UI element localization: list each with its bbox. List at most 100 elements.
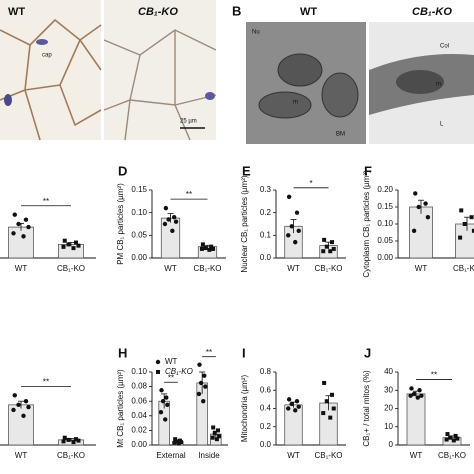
x-tick-label: WT bbox=[415, 264, 428, 273]
significance-label: ** bbox=[186, 190, 192, 199]
data-point bbox=[212, 431, 217, 436]
data-point bbox=[445, 432, 450, 437]
micrograph-ko bbox=[104, 0, 216, 140]
cell-borders bbox=[0, 18, 102, 141]
panel-label: I bbox=[242, 345, 246, 360]
mitochondrion bbox=[321, 72, 359, 118]
x-tick-label: WT bbox=[287, 264, 300, 273]
y-tick-label: 10 bbox=[384, 422, 393, 431]
data-point bbox=[200, 242, 205, 247]
legend-label: CB₁-KO bbox=[165, 367, 193, 376]
data-point bbox=[196, 391, 202, 397]
significance-label: ** bbox=[206, 348, 212, 357]
data-point bbox=[71, 440, 76, 445]
data-point bbox=[74, 240, 78, 245]
micrograph-wt bbox=[0, 0, 101, 140]
panel-a-title: CB₁-KO bbox=[138, 6, 178, 18]
y-tick-label: 0.04 bbox=[131, 411, 147, 420]
data-point bbox=[451, 438, 456, 443]
y-tick-label: 40 bbox=[384, 367, 393, 376]
y-axis-label: Cytoplasm CB₁ particles (µm²) bbox=[362, 170, 371, 278]
y-tick-label: 0.20 bbox=[377, 185, 393, 194]
y-tick-label: 0.1 bbox=[260, 230, 272, 239]
y-tick-label: 0.10 bbox=[377, 219, 393, 228]
data-point bbox=[66, 242, 71, 247]
annotation: Nu bbox=[252, 30, 260, 36]
x-tick-label: Inside bbox=[198, 451, 220, 460]
x-tick-label: CB₁-KO bbox=[193, 264, 221, 273]
data-point bbox=[331, 246, 336, 251]
y-tick-label: 0.6 bbox=[260, 385, 272, 394]
data-point bbox=[61, 439, 66, 444]
x-tick-label: CB₁-KO bbox=[314, 451, 342, 460]
data-point bbox=[209, 244, 214, 249]
panel-b-title: CB₁-KO bbox=[412, 6, 452, 18]
data-point bbox=[172, 440, 177, 445]
data-point bbox=[207, 247, 212, 252]
x-tick-label: WT bbox=[15, 451, 28, 460]
data-point bbox=[201, 399, 206, 404]
data-point bbox=[163, 417, 168, 422]
data-point bbox=[203, 246, 208, 251]
data-point bbox=[330, 392, 334, 397]
x-tick-label: CB₁-KO bbox=[453, 264, 474, 273]
x-tick-label: CB₁-KO bbox=[314, 264, 342, 273]
data-point bbox=[165, 402, 170, 408]
data-point bbox=[176, 441, 181, 446]
x-tick-label: WT bbox=[164, 264, 177, 273]
data-point bbox=[328, 249, 333, 254]
data-point bbox=[453, 433, 458, 438]
y-tick-label: 0.15 bbox=[131, 185, 147, 194]
data-point bbox=[21, 234, 26, 239]
data-point bbox=[458, 235, 463, 240]
data-point bbox=[160, 399, 166, 404]
annotation: BM bbox=[336, 132, 345, 138]
data-point bbox=[296, 228, 301, 233]
significance-label: ** bbox=[431, 371, 437, 380]
y-tick-label: 0.0 bbox=[260, 253, 272, 262]
data-point bbox=[217, 434, 222, 439]
data-point bbox=[66, 437, 71, 442]
data-point bbox=[174, 439, 179, 444]
panel-label: F bbox=[364, 163, 372, 178]
y-tick-label: 0.0 bbox=[260, 440, 272, 449]
data-point bbox=[425, 215, 431, 220]
y-tick-label: 0.8 bbox=[260, 367, 272, 376]
y-tick-label: 0.02 bbox=[131, 426, 147, 435]
x-tick-label: CB₁-KO bbox=[438, 451, 466, 460]
data-point bbox=[294, 399, 300, 404]
data-point bbox=[12, 212, 17, 217]
x-tick-label: CB₁-KO bbox=[57, 264, 85, 273]
data-point bbox=[158, 409, 164, 415]
significance-label: * bbox=[309, 179, 312, 188]
data-point bbox=[416, 204, 421, 210]
y-axis-label: PM CB₁ particles (µm²) bbox=[116, 183, 125, 265]
data-point bbox=[159, 388, 164, 393]
data-point bbox=[170, 228, 175, 233]
data-point bbox=[23, 217, 29, 222]
data-point bbox=[409, 386, 414, 391]
y-tick-label: 0 bbox=[389, 440, 394, 449]
cell-borders bbox=[103, 29, 217, 141]
bar bbox=[455, 223, 474, 259]
data-point bbox=[76, 243, 81, 248]
data-point bbox=[289, 224, 294, 229]
data-point bbox=[179, 440, 184, 445]
data-point bbox=[293, 408, 298, 413]
data-point bbox=[162, 221, 168, 227]
data-point bbox=[321, 411, 326, 416]
panel-label: D bbox=[118, 163, 127, 178]
y-tick-label: 0.2 bbox=[260, 422, 272, 431]
annotation: L bbox=[440, 122, 444, 128]
data-point bbox=[197, 362, 202, 367]
data-point bbox=[417, 388, 422, 393]
y-axis-label: Nuclear CB₁ particles (µm²) bbox=[240, 175, 249, 272]
y-tick-label: 0.15 bbox=[377, 202, 393, 211]
data-point bbox=[173, 219, 179, 224]
data-point bbox=[419, 393, 424, 398]
y-tick-label: 0.00 bbox=[377, 253, 393, 262]
data-point bbox=[321, 249, 326, 254]
legend-marker bbox=[155, 359, 161, 365]
panel-a-title: WT bbox=[8, 6, 25, 18]
